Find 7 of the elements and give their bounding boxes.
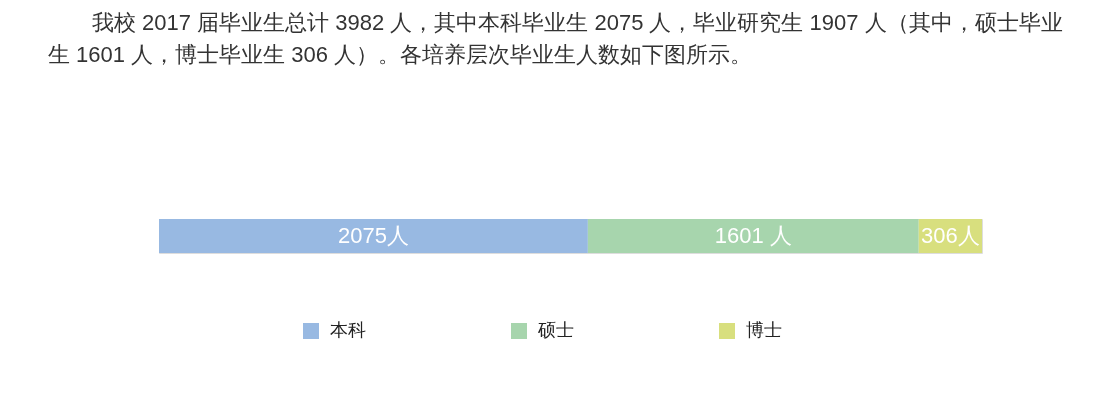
legend-label: 博士	[746, 320, 782, 340]
data-label: 2075人	[337, 223, 409, 248]
legend-label: 本科	[330, 320, 366, 340]
legend-label: 硕士	[537, 320, 574, 340]
data-label: 306人	[921, 223, 980, 248]
data-label: 1601 人	[714, 223, 792, 248]
chart-title: 我校 2017 届毕业生总计 3982 人，其中本科毕业生 2075 人，毕业研究生 1907 人（其中，硕士毕业生 1601 人，博士毕业生 306 人）。各培养层次毕业生人数如下图所示。	[48, 10, 1063, 67]
